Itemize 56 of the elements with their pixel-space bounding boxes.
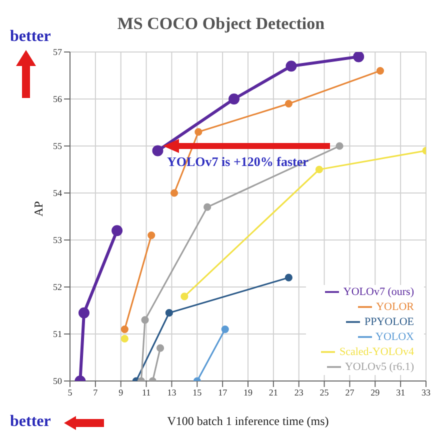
point (156, 344, 164, 352)
x-axis-title: V100 batch 1 inference time (ms) (167, 414, 329, 428)
chart-title: MS COCO Object Detection (117, 14, 325, 33)
text: better (10, 413, 51, 431)
point (170, 189, 178, 197)
point (120, 334, 128, 342)
point (376, 67, 384, 75)
point (353, 52, 364, 62)
point (194, 128, 202, 136)
x-tick-label: 33 (422, 387, 431, 398)
point (228, 94, 240, 104)
x-tick-label: 15 (192, 387, 202, 398)
x-tick-label: 17 (218, 387, 228, 398)
point (165, 309, 173, 317)
point (148, 232, 156, 240)
x-tick-label: 21 (268, 387, 278, 398)
point (336, 142, 344, 150)
x-tick-label: 7 (93, 387, 98, 398)
legend-label: YOLOv7 (ours) (343, 286, 414, 298)
point (152, 145, 164, 156)
point (286, 60, 297, 72)
y-tick-label: 56 (53, 94, 62, 104)
point (112, 225, 123, 236)
legend-label: Scaled-YOLOv4 (339, 346, 414, 358)
y-tick-label: 52 (53, 282, 62, 292)
y-tick-label: 55 (53, 141, 62, 152)
point (204, 203, 212, 211)
point (221, 326, 229, 334)
y-tick-label: 53 (53, 235, 62, 246)
y-tick-label: 54 (53, 188, 62, 198)
y-tick-label: 50 (53, 376, 62, 386)
point (284, 100, 292, 108)
y-tick-label: 57 (53, 47, 62, 58)
legend-label: YOLOX (376, 331, 414, 343)
point (180, 292, 188, 300)
x-tick-label: 11 (142, 387, 151, 398)
x-tick-label: 23 (294, 387, 304, 398)
x-tick-label: 5 (68, 387, 73, 398)
x-tick-label: 9 (118, 387, 124, 398)
y-axis-title: AP (31, 200, 46, 216)
point (78, 307, 90, 318)
x-tick-label: 25 (320, 387, 330, 398)
x-tick-label: 27 (345, 387, 355, 398)
legend-label: PPYOLOE (364, 316, 414, 328)
legend-label: YOLOv5 (r6.1) (344, 361, 414, 373)
point (120, 326, 128, 334)
x-tick-label: 31 (396, 387, 406, 398)
y-tick-label: 51 (53, 329, 62, 340)
x-tick-label: 13 (167, 387, 177, 398)
x-tick-label: 29 (370, 387, 380, 398)
point (284, 274, 292, 282)
x-tick-label: 19 (244, 387, 253, 398)
point (315, 166, 323, 174)
text: better (10, 28, 51, 46)
point (141, 316, 149, 324)
legend-label: YOLOR (376, 301, 414, 313)
